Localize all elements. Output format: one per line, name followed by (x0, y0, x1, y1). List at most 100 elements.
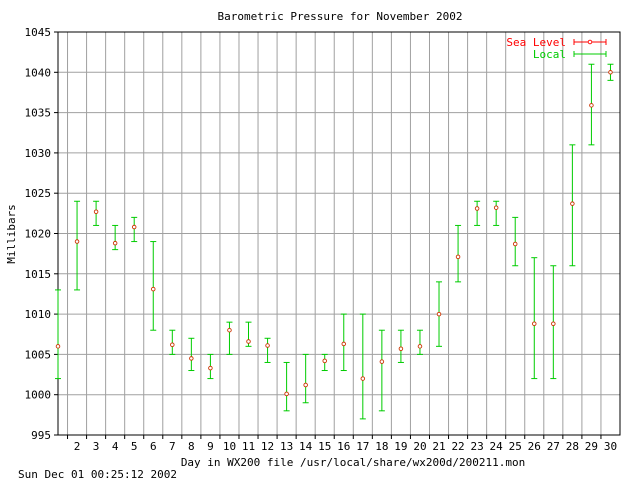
value-marker-day-7 (170, 342, 175, 347)
data-point-day-27 (550, 265, 557, 380)
value-marker-day-28 (570, 201, 575, 206)
value-marker-day-1 (55, 344, 61, 349)
data-point-day-10 (226, 321, 233, 355)
value-marker-day-20 (417, 344, 423, 349)
series-1 (55, 63, 614, 420)
x-tick-label-28: 28 (566, 440, 579, 453)
timestamp-footer: Sun Dec 01 00:25:12 2002 (18, 468, 177, 480)
data-point-day-7 (169, 329, 176, 355)
value-marker-day-10 (227, 327, 232, 333)
value-marker-day-21 (436, 311, 442, 317)
y-axis-label: Millibars (5, 204, 18, 264)
x-tick-label-12: 12 (261, 440, 274, 453)
data-point-day-26 (531, 257, 538, 380)
y-tick-label-1025: 1025 (25, 187, 52, 200)
value-marker-day-5 (131, 224, 137, 230)
x-tick-label-30: 30 (604, 440, 617, 453)
data-point-day-19 (397, 329, 404, 363)
series-marks (55, 63, 614, 420)
value-marker-day-22 (455, 254, 461, 260)
value-marker-day-11 (246, 339, 251, 344)
x-tick-label-5: 5 (131, 440, 138, 453)
data-point-day-14 (302, 353, 309, 404)
value-marker-day-9 (208, 365, 213, 371)
x-tick-label-16: 16 (337, 440, 350, 453)
y-tick-label-1045: 1045 (25, 26, 52, 39)
legend-swatch-local (573, 51, 607, 57)
data-point-day-2 (74, 200, 81, 291)
x-tick-label-10: 10 (223, 440, 236, 453)
x-tick-label-13: 13 (280, 440, 293, 453)
legend-swatch-sea-level (573, 39, 607, 45)
chart-title: Barometric Pressure for November 2002 (217, 10, 462, 23)
x-tick-label-26: 26 (528, 440, 541, 453)
data-point-day-12 (264, 337, 271, 363)
x-tick-label-4: 4 (112, 440, 119, 453)
data-point-day-8 (188, 337, 195, 372)
value-marker-day-6 (151, 286, 156, 292)
value-marker-day-17 (360, 376, 366, 381)
y-tick-label-1005: 1005 (25, 348, 52, 361)
legend-label-local: Local (533, 48, 566, 61)
x-tick-label-23: 23 (470, 440, 483, 453)
data-point-day-9 (207, 353, 214, 380)
data-point-day-28 (569, 144, 576, 267)
value-marker-day-27 (551, 321, 556, 327)
x-tick-label-22: 22 (451, 440, 464, 453)
x-tick-label-11: 11 (242, 440, 255, 453)
x-tick-label-24: 24 (490, 440, 504, 453)
data-point-day-15 (321, 353, 328, 372)
legend: Sea Level Local (506, 36, 607, 61)
x-tick-label-2: 2 (74, 440, 81, 453)
data-point-day-23 (474, 200, 481, 226)
data-point-day-5 (131, 216, 138, 243)
data-point-day-30 (607, 63, 614, 81)
data-point-day-4 (112, 224, 119, 251)
x-tick-label-15: 15 (318, 440, 331, 453)
value-marker-day-24 (493, 205, 499, 210)
data-point-day-24 (493, 200, 500, 226)
x-axis-label: Day in WX200 file /usr/local/share/wx200… (181, 456, 525, 469)
x-tick-label-14: 14 (299, 440, 313, 453)
x-tick-label-7: 7 (169, 440, 176, 453)
value-marker-day-14 (303, 382, 308, 388)
data-point-day-22 (455, 224, 462, 283)
x-axis-ticks: 2 3 4 5 6 7 8 9 10 11 12 13 14 15 16 17 18 19 20 21 22 23 24 25… (67, 435, 617, 453)
x-tick-label-3: 3 (93, 440, 100, 453)
data-point-day-16 (340, 313, 347, 372)
value-marker-day-29 (589, 103, 594, 108)
value-marker-day-19 (398, 346, 404, 352)
data-point-day-13 (283, 361, 290, 412)
y-tick-label-1000: 1000 (25, 389, 52, 402)
data-point-day-25 (512, 216, 519, 267)
legend-marker-0 (587, 39, 593, 45)
data-point-day-20 (416, 329, 423, 355)
value-marker-day-23 (474, 206, 480, 211)
value-marker-day-16 (341, 341, 347, 347)
x-tick-label-19: 19 (394, 440, 407, 453)
data-point-day-1 (55, 289, 61, 380)
x-tick-label-18: 18 (375, 440, 388, 453)
value-marker-day-12 (265, 343, 270, 348)
x-tick-label-9: 9 (207, 440, 214, 453)
y-tick-label-1040: 1040 (25, 66, 52, 79)
y-tick-label-1020: 1020 (25, 228, 52, 241)
data-point-day-29 (588, 63, 595, 146)
y-tick-label-995: 995 (31, 429, 51, 442)
y-axis-ticks: 995 1000 1005 1010 1015 1020 1025 1030 1035 1040 1… (25, 26, 58, 442)
y-tick-label-1010: 1010 (25, 308, 52, 321)
y-tick-label-1035: 1035 (25, 107, 52, 120)
y-tick-label-1015: 1015 (25, 268, 52, 281)
data-point-day-11 (245, 321, 252, 347)
legend-label-sea-level: Sea Level (506, 36, 566, 49)
value-marker-day-15 (322, 358, 327, 364)
x-tick-label-29: 29 (585, 440, 598, 453)
x-tick-label-8: 8 (188, 440, 195, 453)
y-tick-label-1030: 1030 (25, 147, 52, 160)
data-point-day-18 (378, 329, 385, 412)
value-marker-day-18 (379, 359, 385, 364)
data-point-day-17 (359, 313, 366, 420)
value-marker-day-30 (608, 70, 613, 75)
